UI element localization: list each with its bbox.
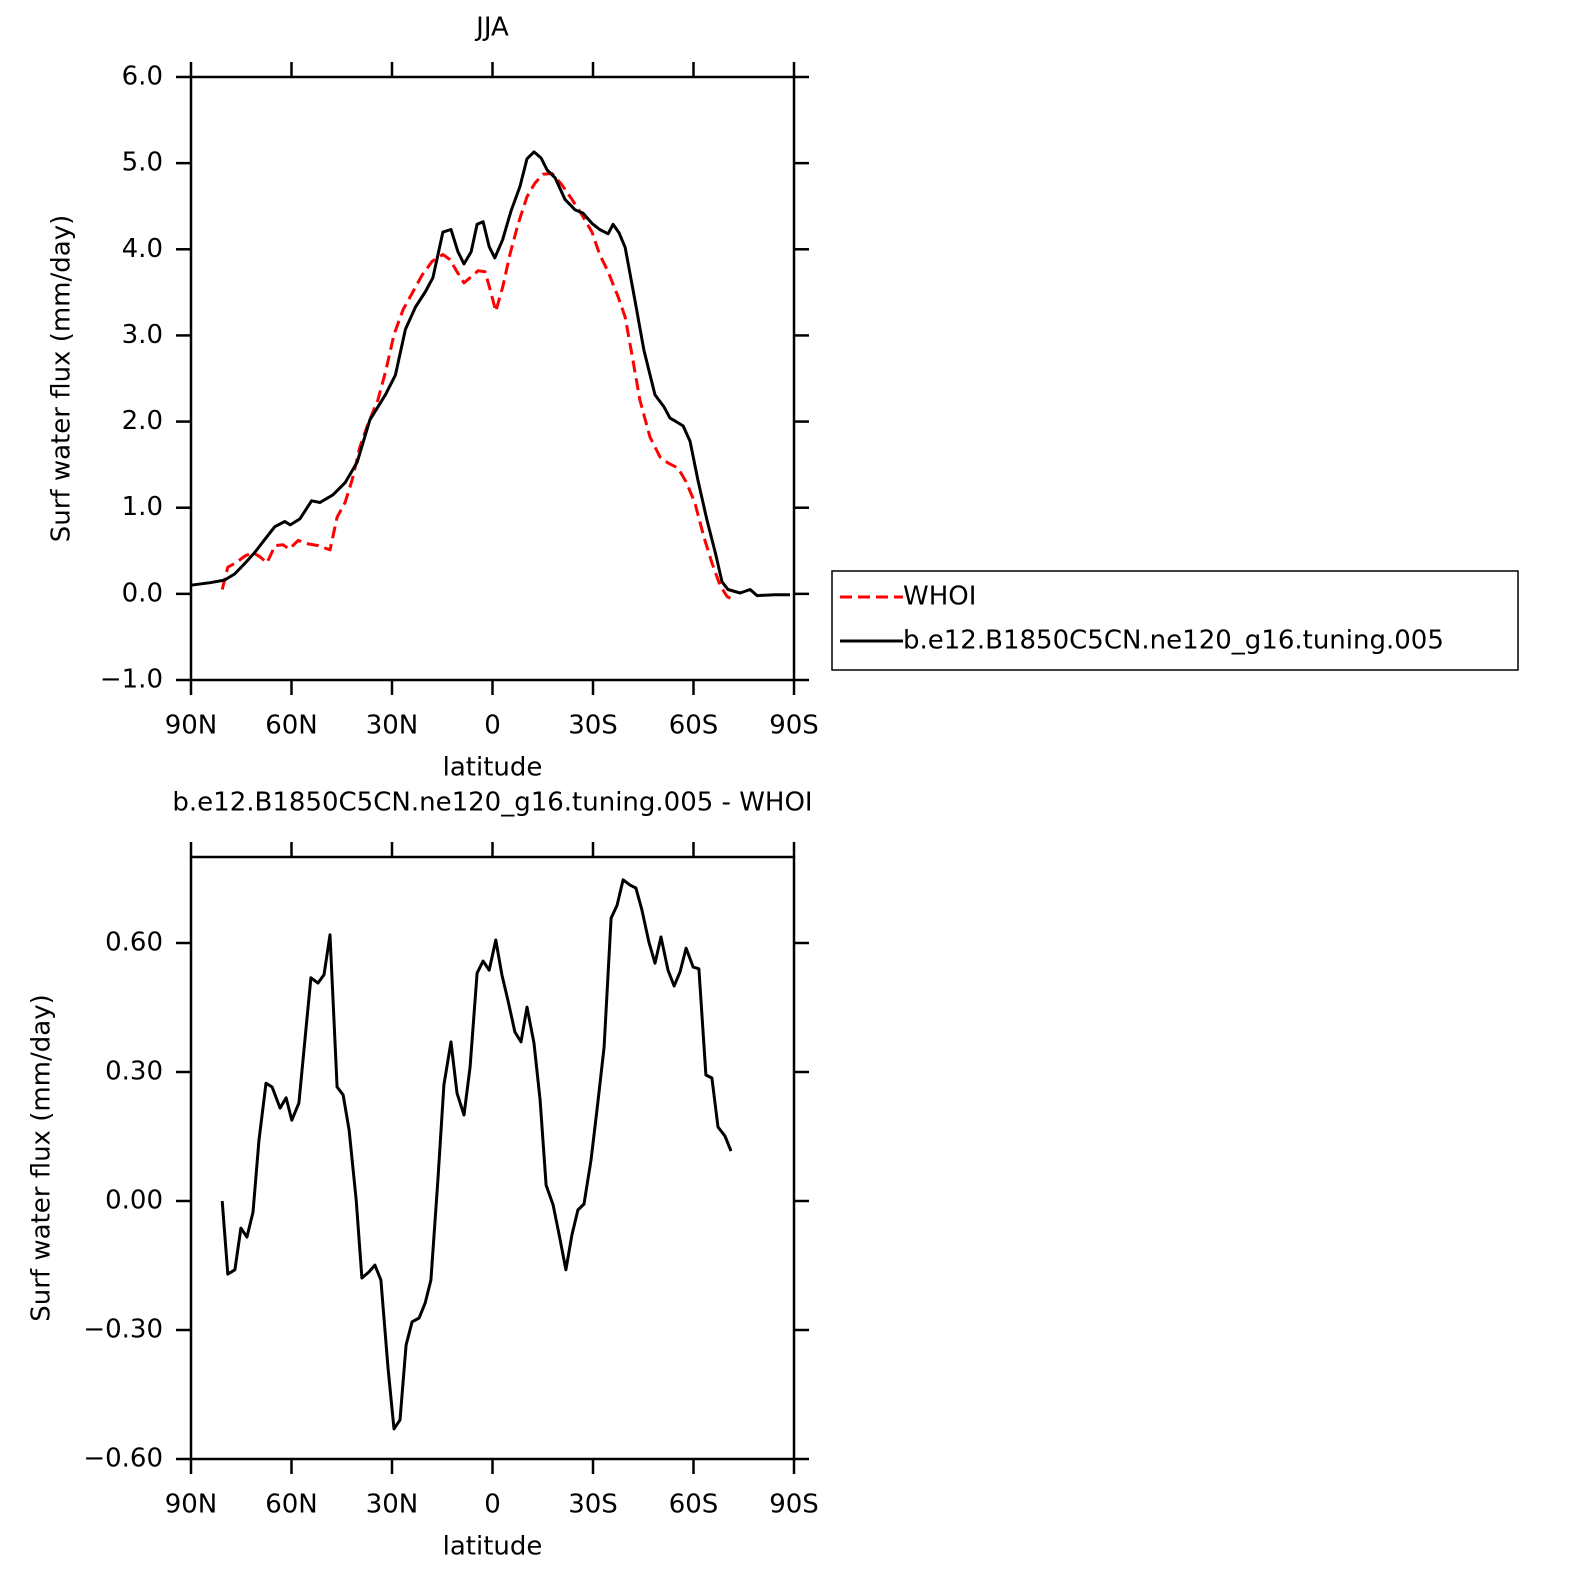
y-tick-label: 0.60 — [105, 928, 163, 958]
y-tick-label: 0.00 — [105, 1186, 163, 1216]
plot-frame — [189, 75, 796, 682]
x-axis-label: latitude — [443, 1532, 543, 1562]
y-tick-label: −0.60 — [83, 1444, 163, 1474]
y-tick-label: 6.0 — [122, 62, 163, 92]
data-line — [220, 878, 733, 1431]
y-tick-label: 3.0 — [122, 320, 163, 350]
x-tick-label: 60S — [669, 711, 719, 741]
legend-box — [831, 570, 1519, 671]
x-tick-label: 30N — [366, 711, 419, 741]
legend-label: WHOI — [903, 582, 976, 612]
x-tick-label: 60N — [265, 711, 318, 741]
x-tick-label: 90S — [769, 1490, 819, 1520]
x-tick-label: 90N — [165, 711, 218, 741]
x-tick-label: 30S — [568, 1490, 618, 1520]
x-tick-label: 60N — [265, 1490, 318, 1520]
x-tick-label: 90S — [769, 711, 819, 741]
y-tick-label: −1.0 — [100, 665, 163, 695]
data-line — [220, 172, 734, 602]
y-axis-label: Surf water flux (mm/day) — [27, 994, 57, 1321]
x-tick-label: 90N — [165, 1490, 218, 1520]
plot-frame — [189, 855, 796, 1461]
x-tick-label: 60S — [669, 1490, 719, 1520]
x-tick-label: 30N — [366, 1490, 419, 1520]
data-line — [190, 150, 790, 598]
x-tick-label: 30S — [568, 711, 618, 741]
y-tick-label: 5.0 — [122, 148, 163, 178]
y-tick-label: −0.30 — [83, 1315, 163, 1345]
x-tick-label: 0 — [484, 1490, 501, 1520]
y-tick-label: 2.0 — [122, 406, 163, 436]
y-tick-label: 0.0 — [122, 578, 163, 608]
y-tick-label: 4.0 — [122, 234, 163, 264]
x-tick-label: 0 — [484, 711, 501, 741]
chart-title: b.e12.B1850C5CN.ne120_g16.tuning.005 - W… — [172, 788, 812, 818]
y-tick-label: 1.0 — [122, 492, 163, 522]
x-axis-label: latitude — [443, 753, 543, 783]
y-tick-label: 0.30 — [105, 1057, 163, 1087]
chart-title: JJA — [474, 13, 509, 43]
legend-label: b.e12.B1850C5CN.ne120_g16.tuning.005 — [903, 626, 1444, 656]
y-axis-label: Surf water flux (mm/day) — [47, 215, 77, 542]
